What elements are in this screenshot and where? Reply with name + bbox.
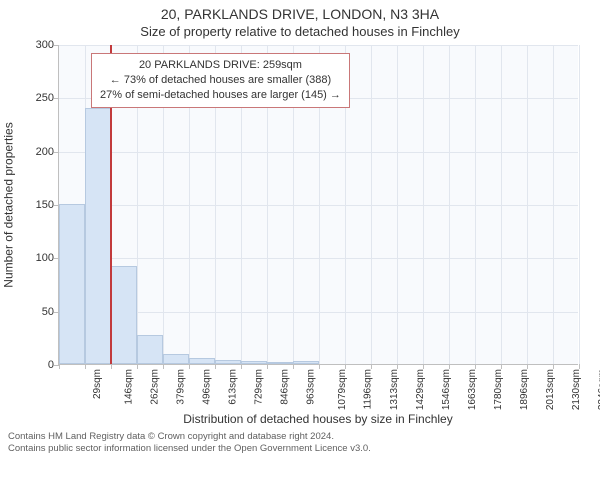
x-tick-label: 262sqm	[150, 369, 161, 405]
x-tick-label: 29sqm	[92, 369, 103, 399]
x-tick-label: 1896sqm	[519, 369, 530, 410]
gridline-v	[449, 45, 450, 364]
x-axis-title: Distribution of detached houses by size …	[58, 412, 578, 426]
annotation-box: 20 PARKLANDS DRIVE: 259sqm← 73% of detac…	[91, 53, 350, 108]
x-tick-label: 2013sqm	[545, 369, 556, 410]
y-tick-label: 50	[42, 306, 54, 318]
x-tick-label: 146sqm	[124, 369, 135, 405]
y-tick-label: 200	[36, 146, 54, 158]
x-tick-label: 379sqm	[176, 369, 187, 405]
title-sub: Size of property relative to detached ho…	[0, 24, 600, 39]
histogram-bar	[241, 361, 267, 364]
x-tick-label: 1429sqm	[415, 369, 426, 410]
y-tick-mark	[54, 45, 59, 46]
title-main: 20, PARKLANDS DRIVE, LONDON, N3 3HA	[0, 6, 600, 22]
y-tick-label: 150	[36, 199, 54, 211]
histogram-bar	[189, 358, 215, 364]
x-tick-label: 1196sqm	[362, 369, 373, 409]
x-tick-label: 846sqm	[280, 369, 291, 405]
gridline-v	[553, 45, 554, 364]
histogram-bar	[215, 360, 241, 364]
x-tick-label: 1780sqm	[493, 369, 504, 410]
annotation-line: ← 73% of detached houses are smaller (38…	[100, 73, 341, 88]
y-tick-label: 300	[36, 39, 54, 51]
y-tick-mark	[54, 152, 59, 153]
annotation-line: 27% of semi-detached houses are larger (…	[100, 88, 341, 103]
histogram-bar	[111, 266, 137, 364]
chart-area: Number of detached properties 0501001502…	[0, 39, 600, 427]
gridline-v	[371, 45, 372, 364]
plot-box: 20 PARKLANDS DRIVE: 259sqm← 73% of detac…	[58, 45, 578, 365]
histogram-bar	[293, 361, 319, 364]
x-tick-label: 496sqm	[202, 369, 213, 405]
y-tick-mark	[54, 98, 59, 99]
gridline-v	[397, 45, 398, 364]
y-tick-label: 250	[36, 92, 54, 104]
histogram-bar	[85, 108, 111, 364]
x-axis-tick-labels: 29sqm 146sqm 262sqm 379sqm 496sqm 613sqm 729sq…	[58, 367, 578, 411]
histogram-bar	[267, 362, 293, 364]
gridline-v	[579, 45, 580, 364]
annotation-line: 20 PARKLANDS DRIVE: 259sqm	[100, 58, 341, 73]
y-axis-tick-labels: 050100150200250300	[0, 45, 54, 365]
x-tick-label: 1546sqm	[441, 369, 452, 410]
gridline-v	[475, 45, 476, 364]
y-tick-label: 100	[36, 252, 54, 264]
x-tick-label: 2130sqm	[571, 369, 582, 410]
footer-attribution: Contains HM Land Registry data © Crown c…	[0, 427, 600, 456]
x-tick-label: 963sqm	[306, 369, 317, 405]
histogram-bar	[137, 335, 163, 364]
histogram-bar	[59, 204, 85, 364]
x-tick-label: 729sqm	[254, 369, 265, 405]
histogram-bar	[163, 354, 189, 364]
gridline-v	[501, 45, 502, 364]
x-tick-label: 1079sqm	[337, 369, 348, 410]
footer-line-1: Contains HM Land Registry data © Crown c…	[8, 431, 592, 443]
x-tick-label: 1313sqm	[389, 369, 400, 410]
gridline-v	[527, 45, 528, 364]
x-tick-label: 1663sqm	[467, 369, 478, 410]
chart-titles: 20, PARKLANDS DRIVE, LONDON, N3 3HA Size…	[0, 0, 600, 39]
x-tick-label: 613sqm	[228, 369, 239, 405]
gridline-v	[423, 45, 424, 364]
footer-line-2: Contains public sector information licen…	[8, 443, 592, 455]
